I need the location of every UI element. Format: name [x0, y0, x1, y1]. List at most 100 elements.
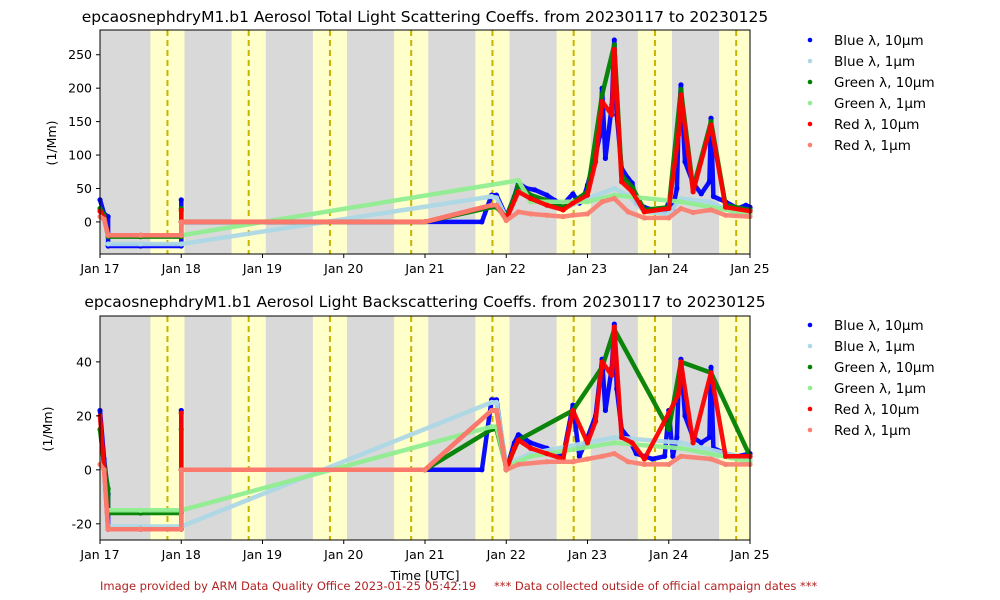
data-point — [611, 440, 617, 446]
legend-marker — [807, 142, 813, 148]
data-point — [479, 467, 485, 473]
data-point — [178, 207, 184, 214]
data-point — [422, 219, 428, 225]
data-point — [678, 445, 684, 451]
legend-marker — [807, 385, 813, 391]
legend-marker — [807, 322, 813, 328]
data-point — [723, 212, 729, 218]
data-point — [560, 207, 566, 213]
legend-label: Red λ, 10µm — [834, 117, 919, 133]
data-point — [708, 122, 714, 128]
data-point — [682, 413, 688, 419]
data-point — [178, 526, 184, 532]
data-point — [493, 407, 500, 414]
y-tick-label: 40 — [76, 354, 92, 369]
data-point — [138, 507, 144, 513]
x-tick-label: Jan 18 — [161, 547, 201, 562]
data-point — [678, 86, 684, 93]
data-point — [528, 453, 534, 459]
data-point — [178, 232, 184, 238]
legend: Blue λ, 10µm Blue λ, 1µm Green λ, 10µm Gree… — [807, 318, 935, 439]
data-point — [503, 217, 509, 224]
data-point — [493, 399, 500, 405]
legend-label: Blue λ, 10µm — [834, 33, 924, 49]
data-point — [593, 159, 599, 165]
data-point — [678, 205, 684, 212]
legend-marker — [807, 58, 813, 64]
data-point — [625, 209, 631, 215]
footer-credit: Image provided by ARM Data Quality Offic… — [100, 579, 477, 593]
data-point — [710, 193, 717, 200]
data-point — [528, 195, 534, 202]
data-point — [609, 372, 615, 378]
data-point — [682, 159, 688, 165]
x-tick-label: Jan 23 — [567, 261, 607, 276]
y-tick-label: 20 — [76, 408, 92, 423]
data-point — [698, 440, 704, 446]
data-point — [515, 209, 522, 215]
data-point — [609, 112, 615, 118]
y-tick-label: -20 — [72, 516, 92, 531]
data-point — [690, 209, 696, 216]
legend-label: Red λ, 1µm — [834, 138, 911, 154]
footer-warning: *** Data collected outside of official c… — [494, 579, 818, 593]
data-point — [105, 526, 111, 532]
data-point — [678, 82, 684, 88]
y-tick-label: 100 — [68, 148, 92, 163]
y-tick-label: 200 — [68, 81, 92, 96]
data-point — [528, 445, 534, 451]
data-point — [515, 177, 522, 184]
data-point — [706, 179, 712, 185]
legend-label: Blue λ, 10µm — [834, 318, 924, 334]
data-point — [105, 232, 111, 238]
data-point — [515, 432, 522, 438]
data-point — [666, 426, 672, 432]
data-point — [629, 189, 635, 195]
data-point — [706, 434, 712, 441]
data-point — [641, 209, 647, 215]
data-point — [599, 98, 605, 105]
data-point — [690, 189, 696, 195]
legend-label: Red λ, 10µm — [834, 402, 919, 418]
data-point — [666, 205, 672, 212]
data-point — [641, 215, 647, 221]
data-point — [489, 202, 495, 208]
legend-marker — [807, 406, 813, 412]
legend-label: Red λ, 1µm — [834, 423, 911, 439]
data-point — [698, 191, 704, 197]
legend-marker — [807, 343, 813, 349]
data-point — [515, 189, 522, 195]
data-point — [544, 212, 550, 218]
data-point — [662, 453, 668, 459]
legend: Blue λ, 10µm Blue λ, 1µm Green λ, 10µm Gree… — [807, 33, 935, 154]
data-point — [178, 467, 184, 473]
legend-label: Blue λ, 1µm — [834, 339, 915, 355]
data-point — [560, 213, 566, 220]
x-tick-label: Jan 17 — [79, 547, 119, 562]
data-point — [611, 42, 617, 48]
data-point — [515, 461, 522, 468]
data-point — [678, 453, 684, 459]
data-point — [528, 440, 534, 446]
data-point — [599, 453, 605, 459]
y-tick-label: 250 — [68, 47, 92, 62]
legend-marker — [807, 427, 813, 433]
data-point — [493, 202, 500, 208]
data-point — [584, 192, 591, 198]
data-point — [584, 456, 591, 462]
data-point — [101, 467, 107, 473]
data-point — [576, 453, 582, 459]
data-point — [611, 434, 617, 441]
data-point — [570, 459, 576, 465]
data-point — [584, 440, 591, 446]
x-tick-label: Jan 21 — [404, 261, 444, 276]
data-point — [570, 212, 576, 218]
data-point — [593, 418, 599, 424]
data-point — [602, 155, 608, 161]
legend-marker — [807, 364, 813, 370]
data-point — [666, 410, 672, 416]
data-point — [611, 324, 617, 330]
data-point — [503, 467, 509, 473]
x-tick-label: Jan 24 — [648, 547, 688, 562]
